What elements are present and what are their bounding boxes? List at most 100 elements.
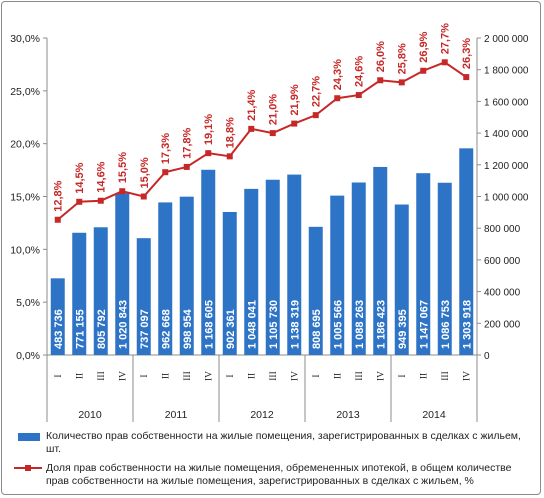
- bar-value-label: 1 048 041: [246, 300, 258, 349]
- line-point: [312, 112, 319, 119]
- line-value-label: 14,6%: [96, 161, 108, 192]
- quarter-label: III: [441, 371, 451, 381]
- line-point: [248, 125, 255, 132]
- line-value-label: 24,3%: [332, 59, 344, 90]
- quarter-label: I: [312, 374, 322, 377]
- bar-value-label: 962 668: [160, 309, 172, 349]
- line-point: [377, 77, 384, 84]
- quarter-label: III: [355, 371, 365, 381]
- right-tick-label: 800 000: [484, 224, 521, 235]
- legend: Количество прав собственности на жилые п…: [12, 430, 532, 494]
- quarter-label: III: [97, 371, 107, 381]
- right-tick-label: 200 000: [484, 319, 521, 330]
- year-label: 2012: [250, 409, 274, 421]
- quarter-label: IV: [376, 371, 386, 381]
- bar: [351, 182, 366, 355]
- line-point: [162, 169, 169, 176]
- left-tick-label: 25,0%: [10, 86, 40, 98]
- line-value-label: 15,0%: [139, 157, 151, 188]
- line-series: [57, 61, 467, 221]
- bar: [201, 169, 216, 355]
- line-point: [355, 92, 362, 99]
- legend-bar-swatch: [18, 433, 40, 441]
- line-point: [291, 120, 298, 127]
- line-point: [205, 150, 212, 157]
- bar: [244, 188, 259, 355]
- left-tick-label: 0,0%: [16, 350, 40, 362]
- quarter-label: II: [75, 373, 85, 379]
- right-tick-label: 1 800 000: [484, 66, 529, 77]
- line-value-label: 15,5%: [117, 152, 129, 183]
- line-point: [269, 130, 276, 137]
- line-point: [420, 67, 427, 74]
- year-label: 2011: [165, 409, 188, 421]
- combo-chart: 0,0% 5,0% 10,0% 15,0% 20,0% 25,0% 30,0% 0 200 00…: [10, 23, 529, 422]
- right-tick-label: 1 200 000: [484, 161, 529, 172]
- bar: [93, 227, 108, 355]
- bar-value-label: 998 954: [182, 308, 194, 349]
- quarter-label: IV: [290, 371, 300, 381]
- bar-value-label: 1 147 067: [418, 300, 430, 349]
- left-tick-label: 15,0%: [10, 192, 40, 204]
- bar-value-label: 1 186 423: [375, 300, 387, 349]
- year-label: 2013: [336, 409, 360, 421]
- bar-value-label: 483 736: [53, 309, 65, 349]
- bar: [136, 238, 151, 355]
- quarter-label: I: [54, 374, 64, 377]
- legend-line-label: Доля прав собственности на жилые помещен…: [46, 462, 512, 487]
- line-point: [334, 95, 341, 102]
- bar: [265, 179, 280, 355]
- legend-item-line: Доля прав собственности на жилые помещен…: [12, 462, 532, 488]
- line-value-label: 26,3%: [461, 38, 473, 69]
- bar-value-label: 1 105 730: [268, 300, 280, 349]
- line-value-label: 18,8%: [225, 117, 237, 148]
- line-point: [463, 74, 470, 81]
- bar: [115, 193, 130, 355]
- right-tick-label: 0: [484, 351, 490, 362]
- line-value-label: 25,8%: [397, 43, 409, 74]
- line-value-label: 26,9%: [418, 31, 430, 62]
- line-value-label: 21,9%: [289, 84, 301, 115]
- bar-value-label: 1 303 918: [461, 300, 473, 349]
- quarter-label: I: [140, 374, 150, 377]
- left-tick-label: 10,0%: [10, 244, 40, 256]
- bar-value-label: 1 005 566: [332, 300, 344, 349]
- right-tick-label: 2 000 000: [484, 34, 529, 45]
- quarter-label: I: [226, 374, 236, 377]
- legend-line-swatch: [14, 465, 42, 471]
- line-value-label: 12,8%: [53, 180, 65, 211]
- line-point: [441, 59, 448, 66]
- line-point: [398, 79, 405, 86]
- line-value-label: 21,4%: [246, 89, 258, 120]
- legend-bar-label: Количество прав собственности на жилые п…: [46, 430, 521, 455]
- quarter-label: IV: [462, 371, 472, 381]
- bar: [50, 278, 65, 355]
- quarter-label: IV: [204, 371, 214, 381]
- right-tick-label: 1 000 000: [484, 193, 529, 204]
- bar-value-label: 949 395: [397, 309, 409, 349]
- bar: [158, 202, 173, 355]
- bar-value-label: 737 097: [139, 309, 151, 349]
- line-point: [140, 193, 147, 200]
- line-point: [76, 198, 83, 205]
- bar-value-label: 1 020 843: [117, 300, 129, 349]
- left-tick-label: 20,0%: [10, 139, 40, 151]
- line-value-label: 27,7%: [440, 23, 452, 54]
- right-tick-label: 600 000: [484, 256, 521, 267]
- legend-item-bars: Количество прав собственности на жилые п…: [12, 430, 532, 456]
- quarter-label: IV: [118, 371, 128, 381]
- year-label: 2010: [78, 409, 102, 421]
- bar: [416, 173, 431, 355]
- bar: [287, 174, 302, 355]
- quarter-label: II: [247, 373, 257, 379]
- bar-value-label: 1 088 263: [354, 300, 366, 349]
- bar-value-label: 1 086 753: [440, 300, 452, 349]
- right-tick-label: 1 600 000: [484, 97, 529, 108]
- left-tick-label: 30,0%: [10, 33, 40, 45]
- bar: [179, 196, 194, 355]
- bar: [330, 195, 345, 355]
- line-value-label: 22,7%: [311, 76, 323, 107]
- line-point: [119, 188, 126, 195]
- quarter-label: I: [398, 374, 408, 377]
- bar: [222, 211, 237, 355]
